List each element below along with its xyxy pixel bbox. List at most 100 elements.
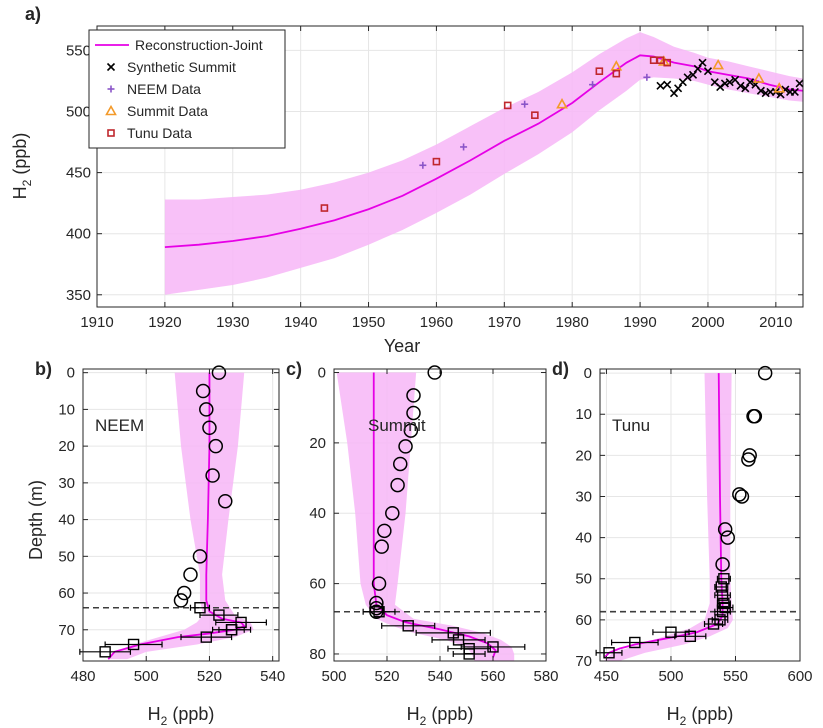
synthetic-summit-point [656,81,665,90]
panel-1: 480 500 520 540 0 10 20 30 40 50 60 70 b) NEEM H2 (ppb… [26,359,285,728]
y-label-unit: (ppb) [10,133,30,180]
synthetic-summit-point-stroke [674,84,683,93]
panel-label: c) [286,359,302,379]
synthetic-summit-point-stroke [663,80,672,89]
firn-air-circle [192,549,208,564]
synthetic-summit-point-stroke [656,81,665,90]
firn-air-circle [406,388,421,403]
ice-core-square [714,614,726,626]
axes-box [96,25,804,308]
x-axis-label: H2 (ppb) [148,704,215,728]
x-tick-label: 500 [321,668,346,685]
legend-box [88,29,286,149]
site-label: NEEM [95,416,144,435]
ice-core-square [665,626,677,638]
y-axis-label: H2 (ppb) [10,133,34,200]
x-label-main: H [667,704,680,724]
y-tick-label: 0 [67,365,75,382]
synthetic-summit-point-stroke [795,79,804,88]
ice-core-square [716,589,729,601]
x-tick-label: 1970 [488,314,521,331]
firn-air-circle [202,420,217,436]
y-tick-label: 10 [58,401,75,418]
firn-air-circle [757,365,773,381]
firn-air-circle [205,468,220,483]
synthetic-summit-point [761,89,770,98]
firn-air-circle [717,522,733,537]
x-label-unit: (ppb) [426,704,473,724]
firn-air-circle [385,505,400,521]
firn-air-circle [211,365,227,380]
panel-label: b) [35,359,52,379]
ice-core-square [707,618,720,630]
summit-data-point [712,58,725,70]
x-tick-label: 1920 [148,314,181,331]
firn-air-circle [183,567,198,582]
y-tick-label: 20 [575,447,592,464]
legend-swatch [106,62,116,72]
legend-entry: Summit Data [127,103,208,119]
firn-air-circle [173,593,189,608]
neem-data-point [460,143,468,151]
firn-air-circle [371,576,387,591]
tunu-data-point [612,69,621,78]
legend-swatch [107,129,115,137]
axes-box [599,368,801,662]
y-axis-label: Depth (m) [26,480,46,560]
x-tick-label: 540 [427,668,452,685]
x-axis-label: H2 (ppb) [667,704,734,728]
synthetic-summit-point [756,86,765,95]
panel-2: 500 520 540 560 580 0 20 40 60 80 c) Summit H2 (ppb) [286,359,559,728]
y-label-sub: 2 [20,179,34,186]
y-tick-label: 500 [66,104,91,121]
x-tick-label: 1930 [216,314,249,331]
firn-air-circle [403,423,419,438]
synthetic-summit-point [790,87,799,97]
x-tick-label: 2010 [759,314,792,331]
y-tick-label: 60 [58,585,75,602]
synthetic-summit-point [725,78,734,87]
tunu-data-point [531,111,539,119]
y-tick-label: 30 [575,488,592,505]
firn-air-circle [741,452,756,467]
x-tick-label: 520 [374,668,399,685]
x-tick-label: 540 [260,668,285,685]
x-label-main: H [148,704,161,724]
x-tick-label: 1950 [352,314,385,331]
neem-data-point [643,73,651,81]
firn-air-circle [369,600,384,616]
y-tick-label: 70 [58,622,75,639]
synthetic-summit-point-stroke [731,75,740,84]
neem-data-point [419,161,427,169]
panel-0: 1910 1920 1930 1940 1950 1960 1970 1980 1990 2000… [10,4,804,356]
synthetic-summit-point-stroke [756,86,765,95]
firn-air-circle [720,530,735,545]
synthetic-summit-point-stroke [745,78,755,87]
uncertainty-band [108,372,254,660]
uncertainty-band [603,373,733,661]
legend-entry: Tunu Data [127,125,192,141]
x-tick-label: 1910 [80,314,113,331]
firn-air-circle [732,487,747,502]
x-tick-label: 520 [197,668,222,685]
firn-air-circle [176,585,192,601]
y-tick-label: 40 [575,530,592,547]
neem-data-point [589,81,597,89]
x-tick-label: 600 [787,668,812,685]
ice-core-square [127,638,140,651]
grid [600,369,801,662]
firn-air-circle [715,557,730,572]
y-tick-label: 550 [66,42,91,59]
synthetic-summit-point [698,58,707,67]
x-tick-label: 1980 [556,314,589,331]
firn-air-circle [199,402,214,417]
synthetic-summit-point-stroke [698,58,707,67]
y-tick-label: 40 [58,512,75,529]
y-tick-label: 70 [575,653,592,670]
firn-air-circle [734,489,750,504]
y-tick-label: 350 [66,287,91,304]
synthetic-summit-point [741,84,750,93]
synthetic-summit-point [693,64,702,73]
synthetic-summit-point-stroke [761,89,770,98]
